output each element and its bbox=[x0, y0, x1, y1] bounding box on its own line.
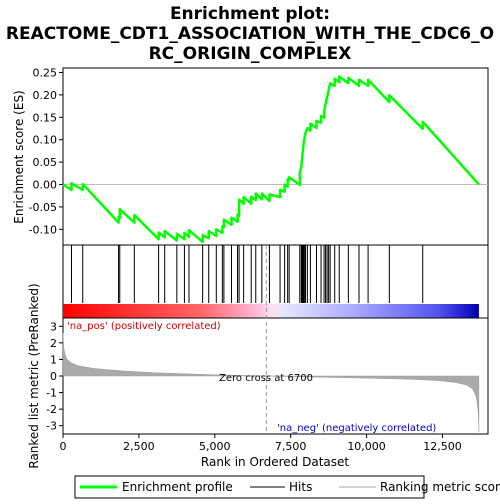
x-tick-label: 5,000 bbox=[199, 440, 231, 453]
metric-ytick-label: 3 bbox=[50, 320, 57, 333]
metric-ytick-label: 1 bbox=[50, 353, 57, 366]
pos-label: 'na_pos' (positively correlated) bbox=[67, 321, 221, 332]
es-panel-frame bbox=[62, 67, 489, 246]
chart-title-line-3: RC_ORIGIN_COMPLEX bbox=[149, 44, 352, 64]
es-ytick-label: 0.10 bbox=[33, 134, 58, 147]
zero-cross-label: Zero cross at 6700 bbox=[219, 373, 313, 384]
es-ytick-label: 0.05 bbox=[33, 156, 58, 169]
es-line bbox=[62, 75, 480, 244]
x-tick-label: 7,500 bbox=[275, 440, 307, 453]
legend-hits-label: Hits bbox=[289, 480, 312, 494]
metric-ytick-label: -2 bbox=[46, 403, 57, 416]
legend-es-label: Enrichment profile bbox=[122, 480, 233, 494]
x-tick-label: 0 bbox=[60, 440, 67, 453]
neg-label: 'na_neg' (negatively correlated) bbox=[277, 423, 436, 434]
x-tick-label: 10,000 bbox=[347, 440, 386, 453]
metric-ytick-label: -3 bbox=[46, 420, 57, 433]
hits-panel bbox=[62, 244, 489, 319]
es-ytick-label: -0.10 bbox=[29, 223, 57, 236]
es-ytick-label: 0.25 bbox=[33, 66, 58, 79]
es-ytick-label: 0.15 bbox=[33, 111, 58, 124]
legend-metric-label: Ranking metric scores bbox=[380, 480, 500, 494]
metric-ytick-label: -1 bbox=[46, 387, 57, 400]
chart-title-line-2: REACTOME_CDT1_ASSOCIATION_WITH_THE_CDC6_… bbox=[6, 24, 494, 44]
metric-ytick-label: 2 bbox=[50, 337, 57, 350]
metric-panel: -3 -2 -1 0 1 2 3 'na_pos' (positively correlat… bbox=[27, 245, 489, 469]
x-tick-label: 2,500 bbox=[123, 440, 155, 453]
x-tick-label: 12,500 bbox=[423, 440, 462, 453]
es-axis-label: Enrichment score (ES) bbox=[12, 90, 26, 223]
metric-axis-label: Ranked list metric (PreRanked) bbox=[27, 283, 41, 468]
es-panel: -0.10 -0.05 0.00 0.05 0.10 0.15 0.20 0.25 Enric… bbox=[12, 66, 489, 246]
legend-frame bbox=[74, 475, 425, 499]
es-ytick-label: 0.00 bbox=[33, 179, 58, 192]
es-ytick-label: -0.05 bbox=[29, 201, 57, 214]
chart-title-line-1: Enrichment plot: bbox=[170, 4, 330, 24]
es-ytick-label: 0.20 bbox=[33, 89, 58, 102]
x-axis-label: Rank in Ordered Dataset bbox=[201, 455, 349, 469]
legend: Enrichment profile Hits Ranking metric s… bbox=[74, 475, 500, 499]
rank-color-bar bbox=[63, 304, 479, 318]
metric-area bbox=[62, 332, 480, 433]
metric-ytick-label: 0 bbox=[50, 370, 57, 383]
